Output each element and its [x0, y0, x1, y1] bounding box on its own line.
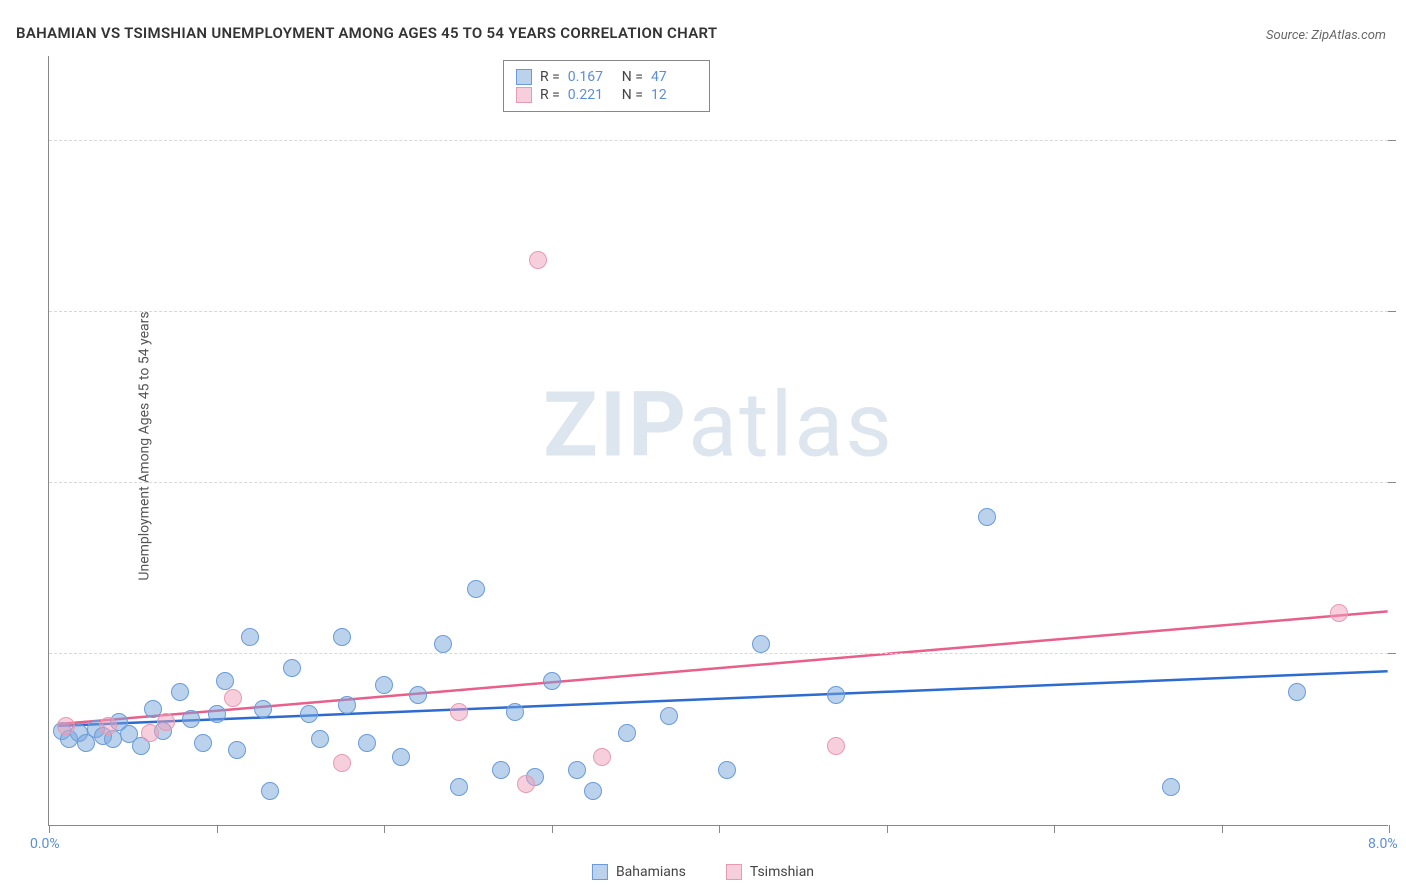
bahamians-point	[492, 761, 510, 779]
series-legend: Bahamians Tsimshian	[592, 864, 814, 880]
n-value: 47	[651, 69, 697, 85]
tsimshian-point	[529, 251, 547, 269]
bahamians-point	[618, 724, 636, 742]
bahamians-point	[584, 782, 602, 800]
bahamians-point	[208, 705, 226, 723]
bahamians-point	[1288, 683, 1306, 701]
bahamians-swatch	[516, 69, 532, 85]
tsimshian-point	[157, 713, 175, 731]
watermark: ZIPatlas	[543, 373, 894, 478]
x-tick-label: 8.0%	[1368, 836, 1398, 852]
y-tick	[1388, 653, 1396, 654]
bahamians-point	[978, 508, 996, 526]
scatter-plot-area: ZIPatlas 10.0%20.0%30.0%40.0%	[48, 56, 1388, 826]
gridline	[49, 653, 1388, 654]
bahamians-point	[392, 748, 410, 766]
r-value: 0.221	[568, 87, 614, 103]
tsimshian-point	[224, 689, 242, 707]
source-attribution: Source: ZipAtlas.com	[1266, 28, 1386, 43]
bahamians-point	[827, 686, 845, 704]
legend-label: Tsimshian	[750, 864, 814, 880]
bahamians-point	[283, 659, 301, 677]
tsimshian-point	[450, 703, 468, 721]
x-tick	[49, 825, 50, 833]
bahamians-point	[171, 683, 189, 701]
n-label: N =	[622, 69, 643, 85]
gridline	[49, 482, 1388, 483]
chart-title: BAHAMIAN VS TSIMSHIAN UNEMPLOYMENT AMONG…	[16, 24, 717, 42]
bahamians-point	[311, 730, 329, 748]
r-label: R =	[540, 87, 560, 103]
tsimshian-point	[99, 717, 117, 735]
x-tick	[1222, 825, 1223, 833]
r-value: 0.167	[568, 69, 614, 85]
bahamians-trend-line	[58, 671, 1388, 726]
legend-label: Bahamians	[616, 864, 686, 880]
bahamians-point	[333, 628, 351, 646]
bahamians-point	[194, 734, 212, 752]
bahamians-point	[506, 703, 524, 721]
bahamians-point	[1162, 778, 1180, 796]
tsimshian-point	[827, 737, 845, 755]
tsimshian-point	[593, 748, 611, 766]
x-tick	[1054, 825, 1055, 833]
bahamians-point	[568, 761, 586, 779]
bahamians-point	[409, 686, 427, 704]
bahamians-point	[300, 705, 318, 723]
bahamians-point	[182, 710, 200, 728]
tsimshian-point	[57, 717, 75, 735]
x-tick	[217, 825, 218, 833]
y-tick	[1388, 140, 1396, 141]
gridline	[49, 140, 1388, 141]
bahamians-point	[338, 696, 356, 714]
bahamians-point	[543, 672, 561, 690]
gridline	[49, 311, 1388, 312]
bahamians-point	[375, 676, 393, 694]
bahamians-point	[450, 778, 468, 796]
bahamians-point	[718, 761, 736, 779]
x-tick-label: 0.0%	[30, 836, 60, 852]
legend-row-tsimshian: R = 0.221 N = 12	[516, 87, 697, 103]
tsimshian-point	[333, 754, 351, 772]
watermark-bold: ZIP	[543, 373, 688, 478]
bahamians-point	[467, 580, 485, 598]
y-tick	[1388, 482, 1396, 483]
bahamians-point	[660, 707, 678, 725]
tsimshian-point	[141, 724, 159, 742]
legend-item-bahamians: Bahamians	[592, 864, 686, 880]
bahamians-point	[752, 635, 770, 653]
x-tick	[1389, 825, 1390, 833]
n-label: N =	[622, 87, 643, 103]
tsimshian-point	[517, 775, 535, 793]
legend-item-tsimshian: Tsimshian	[726, 864, 814, 880]
n-value: 12	[651, 87, 697, 103]
bahamians-point	[358, 734, 376, 752]
bahamians-point	[261, 782, 279, 800]
x-tick	[384, 825, 385, 833]
r-label: R =	[540, 69, 560, 85]
correlation-legend: R = 0.167 N = 47 R = 0.221 N = 12	[503, 60, 710, 112]
x-tick	[552, 825, 553, 833]
y-tick	[1388, 311, 1396, 312]
tsimshian-point	[1330, 604, 1348, 622]
bahamians-point	[216, 672, 234, 690]
bahamians-swatch	[592, 864, 608, 880]
trend-lines	[49, 56, 1388, 825]
watermark-light: atlas	[688, 373, 894, 478]
x-tick	[887, 825, 888, 833]
x-tick	[719, 825, 720, 833]
bahamians-point	[228, 741, 246, 759]
bahamians-point	[241, 628, 259, 646]
bahamians-point	[434, 635, 452, 653]
bahamians-point	[254, 700, 272, 718]
tsimshian-swatch	[726, 864, 742, 880]
tsimshian-swatch	[516, 87, 532, 103]
legend-row-bahamians: R = 0.167 N = 47	[516, 69, 697, 85]
